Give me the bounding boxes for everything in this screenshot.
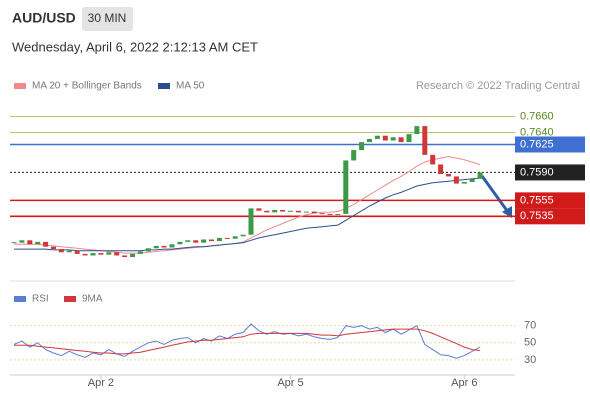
candle [319,213,325,215]
x-tick-label: Apr 2 [88,377,114,389]
candle [51,246,56,250]
candle [216,237,222,242]
candle [240,234,246,237]
x-tick-label: Apr 5 [277,377,303,389]
candle [27,240,33,245]
legend-label: MA 20 + Bollinger Bands [32,81,142,92]
forecast-arrowhead [502,206,512,218]
candle [453,176,459,184]
candle [224,237,230,239]
legend-label: 9MA [82,294,103,305]
forecast-arrow [480,175,510,213]
candle [422,126,428,155]
series-line [14,177,481,252]
candle [327,213,333,215]
x-tick-label: Apr 6 [451,377,477,389]
candle [461,182,467,184]
candle [106,252,112,255]
level-label: 0.7660 [520,110,554,122]
candle [82,253,88,256]
level-label: 0.7625 [520,138,554,150]
candle [209,239,214,242]
level-label-box [515,136,585,153]
candle [367,138,372,143]
y-tick-label: 70 [524,320,536,332]
level-label: 0.7590 [520,166,554,178]
candle [406,134,412,143]
candle [90,253,96,256]
level-label-box [515,164,585,181]
legend-swatch [64,296,76,302]
candle [438,164,444,175]
level-label: 0.7555 [520,194,554,206]
candle [201,239,207,243]
legend-swatch [14,296,26,302]
candle [398,137,404,143]
candle [311,211,317,214]
candle [264,210,270,213]
candle [303,211,309,213]
legend-swatch [158,83,170,89]
legend-label: RSI [32,294,49,305]
candle [469,178,475,183]
candle [19,240,25,243]
candle [288,210,293,212]
legend-swatch [14,83,26,89]
candle [35,241,41,245]
candle [446,174,451,177]
candle [256,208,262,211]
candle [335,213,341,215]
level-label-box [515,192,585,209]
candle [98,253,104,255]
candle [477,172,483,179]
candle [169,244,175,248]
series-line [13,323,481,359]
candle [374,135,380,139]
series-line [14,328,481,355]
candle [280,209,286,212]
credit: Research © 2022 Trading Central [416,80,580,92]
legend-label: MA 50 [176,81,205,92]
candle [414,126,420,135]
candle [248,208,254,235]
timeframe[interactable]: 30 MIN [88,11,127,25]
candle [177,241,183,245]
candle [351,150,357,161]
candle [382,135,388,141]
date: Wednesday, April 6, 2022 2:12:13 AM CET [12,39,258,54]
candle [137,251,143,254]
symbol: AUD/USD [12,10,76,26]
candle [272,209,278,213]
candle [74,250,80,254]
candle [343,160,349,214]
candle [122,255,128,258]
candle [390,137,396,141]
candle [430,154,436,165]
candle [359,142,365,151]
y-tick-label: 30 [524,354,536,366]
candle [232,236,238,239]
timeframe-button[interactable] [82,7,133,31]
candle [295,210,301,213]
level-label: 0.7640 [520,126,554,138]
candle [145,248,151,252]
candle [58,249,64,253]
y-tick-label: 50 [524,337,536,349]
candle [161,245,167,248]
candle [43,241,49,247]
candle [185,240,191,242]
candle [66,250,72,253]
candle [130,253,135,258]
series-line [14,155,481,254]
candle [153,245,159,249]
candle [193,240,199,243]
candle [114,252,120,256]
level-label: 0.7535 [520,210,554,222]
candle [11,242,17,244]
level-label-box [515,208,585,225]
